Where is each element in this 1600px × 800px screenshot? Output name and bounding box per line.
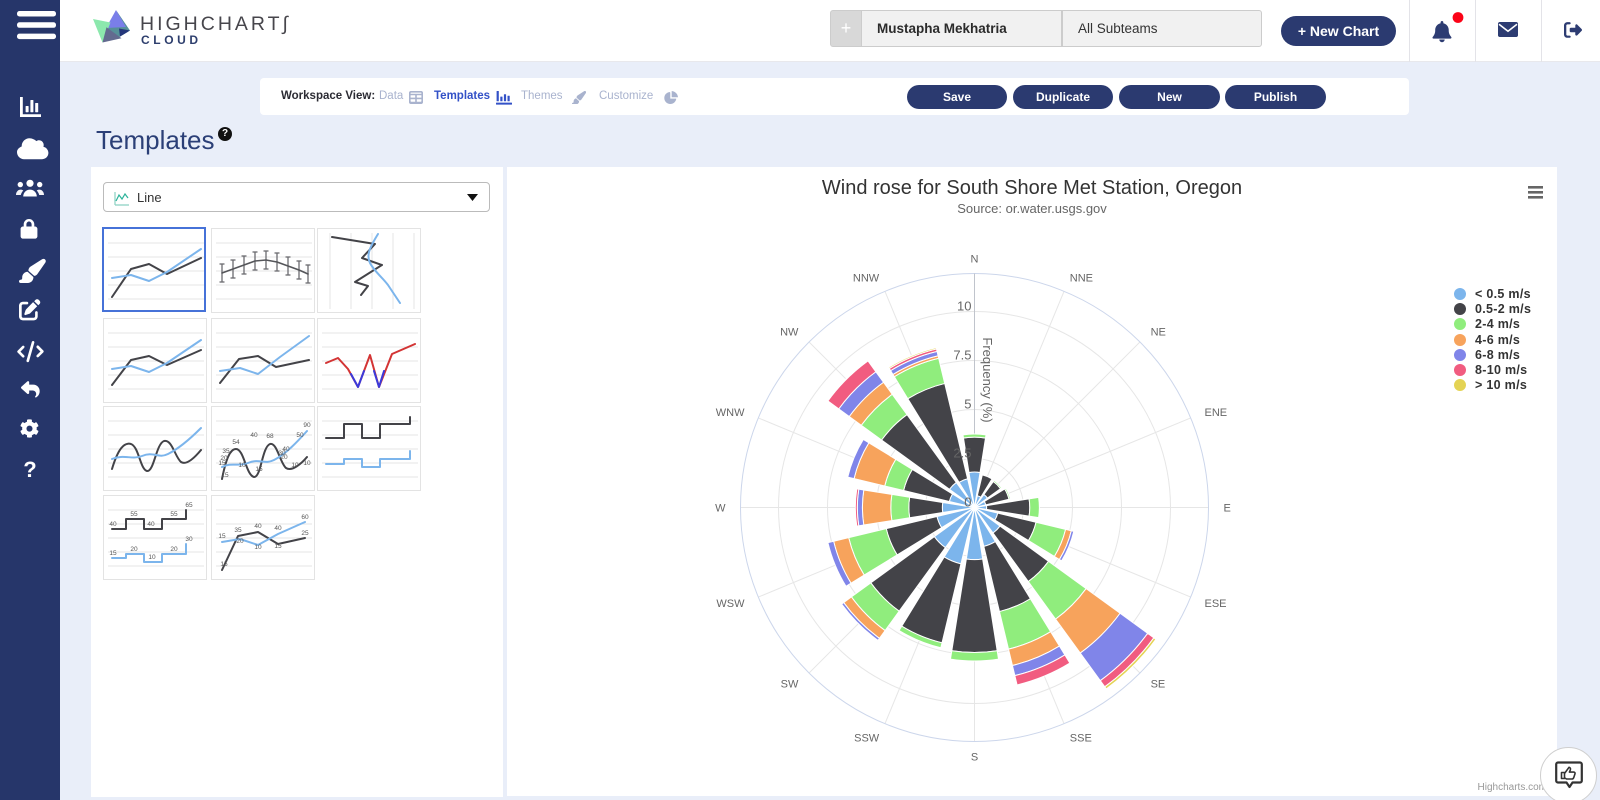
svg-text:SSE: SSE — [1070, 733, 1092, 745]
svg-text:NNE: NNE — [1070, 273, 1093, 285]
svg-text:ENE: ENE — [1205, 407, 1228, 419]
svg-text:20: 20 — [220, 455, 228, 462]
svg-text:40: 40 — [274, 525, 282, 532]
svg-text:0: 0 — [964, 495, 971, 510]
svg-text:55: 55 — [130, 511, 138, 518]
svg-text:35: 35 — [222, 448, 230, 455]
svg-text:15: 15 — [220, 561, 228, 568]
svg-text:10: 10 — [238, 462, 246, 469]
svg-text:S: S — [971, 752, 978, 764]
svg-text:20: 20 — [280, 454, 288, 461]
svg-text:SW: SW — [781, 679, 799, 691]
svg-text:Frequency (%): Frequency (%) — [980, 337, 995, 422]
svg-text:?: ? — [23, 457, 36, 482]
svg-text:40: 40 — [282, 446, 290, 453]
svg-text:15: 15 — [274, 543, 282, 550]
svg-text:20: 20 — [130, 546, 138, 553]
svg-text:20: 20 — [170, 546, 178, 553]
svg-text:NE: NE — [1151, 326, 1166, 338]
svg-text:35: 35 — [234, 527, 242, 534]
svg-text:10: 10 — [254, 544, 262, 551]
svg-text:40: 40 — [147, 521, 155, 528]
svg-text:30: 30 — [185, 536, 193, 543]
svg-text:N: N — [971, 254, 979, 266]
svg-text:15: 15 — [218, 460, 226, 467]
svg-text:30: 30 — [278, 450, 286, 457]
svg-text:10: 10 — [957, 299, 971, 314]
svg-text:25: 25 — [301, 530, 309, 537]
svg-text:W: W — [715, 503, 726, 515]
svg-text:ESE: ESE — [1205, 598, 1227, 610]
svg-text:10: 10 — [148, 554, 156, 561]
svg-text:15: 15 — [218, 533, 226, 540]
svg-text:65: 65 — [185, 502, 193, 509]
svg-text:7.5: 7.5 — [953, 348, 971, 363]
svg-text:10: 10 — [291, 462, 299, 469]
svg-text:60: 60 — [301, 514, 309, 521]
svg-text:15: 15 — [221, 472, 229, 479]
svg-text:50: 50 — [296, 432, 304, 439]
svg-text:55: 55 — [170, 511, 178, 518]
svg-text:40: 40 — [250, 432, 258, 439]
svg-text:68: 68 — [266, 433, 274, 440]
svg-text:54: 54 — [232, 439, 240, 446]
svg-text:2.5: 2.5 — [953, 446, 971, 461]
svg-text:40: 40 — [254, 523, 262, 530]
svg-text:NNW: NNW — [853, 273, 880, 285]
svg-text:SE: SE — [1151, 679, 1166, 691]
svg-text:10: 10 — [303, 460, 311, 467]
svg-text:E: E — [1224, 503, 1231, 515]
svg-text:5: 5 — [964, 397, 971, 412]
svg-text:WNW: WNW — [716, 407, 745, 419]
svg-text:40: 40 — [109, 521, 117, 528]
svg-text:90: 90 — [303, 422, 311, 429]
svg-text:15: 15 — [255, 466, 263, 473]
svg-text:15: 15 — [109, 550, 117, 557]
svg-text:NW: NW — [780, 326, 799, 338]
svg-text:WSW: WSW — [716, 598, 745, 610]
svg-text:20: 20 — [236, 538, 244, 545]
svg-text:SSW: SSW — [854, 733, 880, 745]
